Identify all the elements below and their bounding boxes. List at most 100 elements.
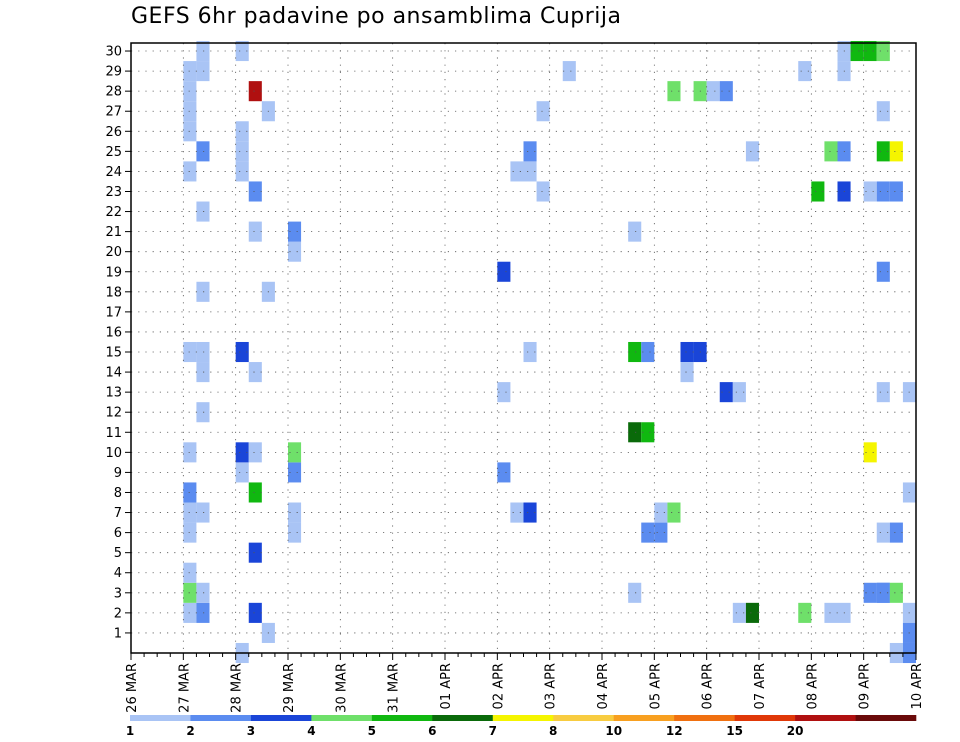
colorbar-label: 5 <box>368 724 376 738</box>
colorbar-segment <box>795 715 856 721</box>
heatmap-cell <box>536 101 550 122</box>
colorbar-label: 15 <box>726 724 743 738</box>
x-tick-label: 27 MAR <box>177 663 192 713</box>
colorbar-segment <box>432 715 494 721</box>
heatmap-cell <box>196 362 210 383</box>
heatmap-cell <box>863 442 877 463</box>
colorbar-segment <box>613 715 675 721</box>
y-tick-label: 7 <box>114 506 122 521</box>
heatmap-cell <box>235 141 249 162</box>
heatmap-cell <box>183 161 197 182</box>
heatmap-cell <box>196 141 210 162</box>
heatmap-cell <box>562 61 576 82</box>
x-tick-label: 10 APR <box>910 663 925 709</box>
chart-title: GEFS 6hr padavine po ansamblima Cuprija <box>131 4 622 29</box>
heatmap-cell <box>824 602 838 623</box>
y-tick-label: 8 <box>114 486 122 501</box>
heatmap-cell <box>183 121 197 142</box>
y-tick-label: 2 <box>114 606 122 621</box>
heatmap-cell <box>745 602 759 623</box>
x-tick-label: 07 APR <box>753 663 768 709</box>
x-tick-label: 04 APR <box>596 663 611 709</box>
colorbar-label: 6 <box>428 724 436 738</box>
heatmap-cell <box>680 362 694 383</box>
heatmap-cell <box>183 562 197 583</box>
heatmap-cell <box>183 502 197 523</box>
heatmap-cell <box>876 261 890 282</box>
y-tick-label: 21 <box>105 225 122 240</box>
y-tick-label: 14 <box>105 366 122 381</box>
heatmap-cell <box>850 40 864 62</box>
colorbar-label: 7 <box>489 724 497 738</box>
heatmap-cell <box>248 362 262 383</box>
heatmap-cell <box>288 462 302 483</box>
y-tick-label: 30 <box>105 45 122 60</box>
colorbar-label: 3 <box>247 724 255 738</box>
heatmap-cell <box>183 482 197 503</box>
y-tick-label: 20 <box>105 245 122 260</box>
y-tick-label: 29 <box>105 65 122 80</box>
y-tick-label: 18 <box>105 285 122 300</box>
heatmap-cell <box>732 602 746 623</box>
heatmap-cell <box>863 582 877 603</box>
heatmap-cell <box>824 141 838 162</box>
heatmap-cell <box>183 81 197 102</box>
heatmap-cell <box>876 101 890 122</box>
heatmap-cell <box>876 181 890 202</box>
x-tick-label: 05 APR <box>648 663 663 709</box>
colorbar-label: 10 <box>605 724 622 738</box>
y-tick-label: 28 <box>105 85 122 100</box>
x-tick-label: 31 MAR <box>387 663 402 713</box>
heatmap-cell <box>889 522 903 543</box>
x-tick-label: 29 MAR <box>282 663 297 713</box>
colorbar-segment <box>734 715 796 721</box>
heatmap-cell <box>732 382 746 403</box>
colorbar-segment <box>311 715 373 721</box>
heatmap-cell <box>628 221 642 242</box>
y-tick-label: 1 <box>114 626 122 641</box>
axis-layer: 1234567891011121314151617181920212223242… <box>105 45 925 713</box>
heatmap-cell <box>235 161 249 182</box>
heatmap-cell <box>288 221 302 242</box>
heatmap-cell <box>196 40 210 62</box>
x-tick-label: 03 APR <box>544 663 559 709</box>
y-tick-label: 6 <box>114 526 122 541</box>
colorbar-label: 2 <box>186 724 194 738</box>
heatmap-cell <box>196 502 210 523</box>
heatmap-cell <box>523 502 537 523</box>
y-tick-label: 9 <box>114 466 122 481</box>
heatmap-cell <box>811 181 825 202</box>
heatmap-cell <box>523 341 537 363</box>
x-tick-label: 08 APR <box>805 663 820 709</box>
heatmap-cell <box>510 502 524 523</box>
heatmap-cell <box>798 602 812 623</box>
heatmap-cell <box>863 40 877 62</box>
y-tick-label: 11 <box>105 426 122 441</box>
y-tick-label: 19 <box>105 265 122 280</box>
heatmap-cell <box>183 101 197 122</box>
y-tick-label: 3 <box>114 586 122 601</box>
heatmap-cell <box>876 40 890 62</box>
heatmap-cell <box>889 582 903 603</box>
heatmap-cell <box>876 522 890 543</box>
heatmap-cell <box>288 522 302 543</box>
heatmap-cell <box>248 221 262 242</box>
colorbar-segment <box>553 715 614 721</box>
x-tick-label: 02 APR <box>491 663 506 709</box>
y-tick-label: 4 <box>114 566 122 581</box>
heatmap-cell <box>497 382 511 403</box>
colorbar-segment <box>250 715 312 721</box>
x-tick-label: 01 APR <box>439 663 454 709</box>
y-tick-label: 23 <box>105 185 122 200</box>
x-tick-label: 30 MAR <box>334 663 349 713</box>
colorbar-segment <box>130 715 191 721</box>
colorbar-segment <box>674 715 735 721</box>
heatmap-cell <box>196 602 210 623</box>
heatmap-cell <box>628 341 642 363</box>
heatmap-cell <box>667 81 681 102</box>
heatmap-cell <box>288 502 302 523</box>
y-tick-label: 22 <box>105 205 122 220</box>
heatmap-cell <box>719 81 733 102</box>
heatmap-cell <box>248 181 262 202</box>
